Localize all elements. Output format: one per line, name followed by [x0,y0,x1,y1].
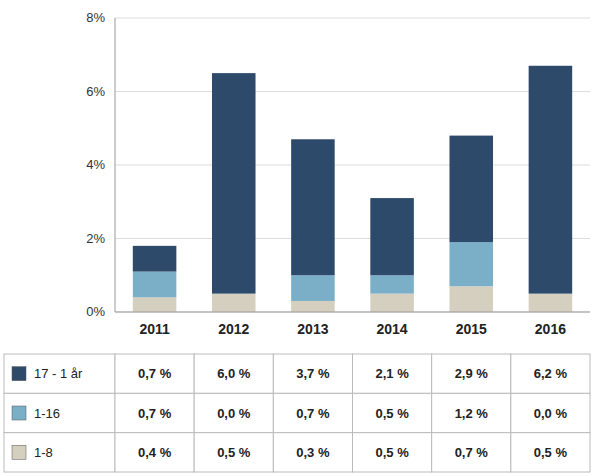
y-tick-label: 8% [86,10,105,25]
bar-segment [212,73,256,294]
table-value: 0,0 % [217,406,251,421]
table-value: 0,5 % [217,445,251,460]
table-cell [511,354,590,393]
bar-segment [449,242,493,286]
table-cell [432,393,511,432]
table-cell [115,354,194,393]
table-row-label: 1-8 [34,445,53,460]
bar-segment [133,297,177,312]
table-value: 0,7 % [138,366,172,381]
data-table: 17 - 1 år 0,7 % 6,0 % 3,7 % 2,1 % 2,9 % 6,2 % 1… [4,354,590,472]
table-value: 1,2 % [455,406,489,421]
y-axis-line [115,18,116,312]
table-cell [353,393,432,432]
table-cell [4,393,115,432]
table-value: 0,7 % [455,445,489,460]
table-value: 0,4 % [138,445,172,460]
table-row-label: 17 - 1 år [34,366,83,381]
table-value: 0,7 % [138,406,172,421]
table-value: 0,0 % [534,406,568,421]
table-cell [273,354,352,393]
table-value: 0,5 % [534,445,568,460]
table-cell [273,393,352,432]
table-value: 3,7 % [296,366,330,381]
legend-swatch [12,445,26,459]
table-cell [432,433,511,472]
x-axis-line [115,312,590,313]
bar-segment [133,246,177,272]
y-tick-label: 6% [86,84,105,99]
grid-line [115,91,590,92]
bar-segment [529,294,573,312]
x-tick-label: 2011 [139,321,170,337]
y-tick-label: 2% [86,231,105,246]
table-cell [115,393,194,432]
bar-segment [291,139,335,275]
x-tick-label: 2012 [218,321,249,337]
x-tick-label: 2015 [456,321,487,337]
table-value: 0,3 % [296,445,330,460]
table-cell [194,433,273,472]
x-tick-label: 2016 [535,321,566,337]
x-tick-label: 2013 [297,321,328,337]
legend-swatch [12,406,26,420]
table-cell [511,393,590,432]
bar-segment [449,136,493,243]
x-tick-label: 2014 [377,321,408,337]
table-value: 2,1 % [375,366,409,381]
table-value: 0,7 % [296,406,330,421]
bar-segment [370,275,414,293]
grid-line [115,312,590,313]
table-cell [194,354,273,393]
y-tick-label: 4% [86,157,105,172]
bar-segment [133,272,177,298]
grid-line [115,165,590,166]
table-cell [194,393,273,432]
table-cell [353,433,432,472]
grid [115,18,590,312]
bar-segment [212,294,256,312]
table-cell [4,354,115,393]
table-cell [511,433,590,472]
bar-segment [449,286,493,312]
table-value: 6,2 % [534,366,568,381]
y-tick-label: 0% [86,304,105,319]
bar-segment [291,275,335,301]
table-cell [4,433,115,472]
table-value: 0,5 % [375,445,409,460]
table-row-label: 1-16 [34,406,60,421]
chart: 0% 2% 4% 6% 8% 2011 2012 2013 2014 2015 2016 17 - 1… [0,0,600,476]
table-cell [432,354,511,393]
grid-line [115,238,590,239]
legend-swatch [12,367,26,381]
table-value: 0,5 % [375,406,409,421]
table-value: 6,0 % [217,366,251,381]
bar-segment [370,198,414,275]
table-cell [353,354,432,393]
grid-line [115,18,590,19]
table-cell [115,433,194,472]
table-cell [273,433,352,472]
bar-segment [529,66,573,294]
bar-segment [291,301,335,312]
bars [133,66,572,312]
table-value: 2,9 % [455,366,489,381]
bar-segment [370,294,414,312]
